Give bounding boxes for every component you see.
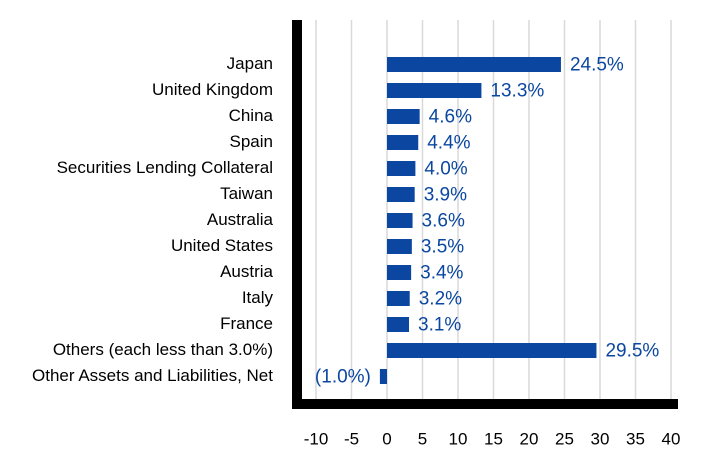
y-axis-line (292, 20, 302, 409)
data-label: 4.4% (427, 133, 470, 154)
data-label: 24.5% (570, 55, 624, 76)
data-label: 3.5% (421, 237, 464, 258)
category-label: Spain (230, 132, 273, 151)
data-label: 29.5% (605, 341, 659, 362)
x-tick-label: -5 (344, 429, 359, 448)
category-label: Other Assets and Liabilities, Net (32, 366, 273, 385)
x-axis-line (292, 399, 678, 409)
x-tick-label: 30 (591, 429, 610, 448)
data-labels: 24.5% 13.3% 4.6% 4.4% 4.0% 3.9% 3.6% 3.5% 3.4% 3.… (315, 55, 659, 388)
category-label: Australia (207, 210, 274, 229)
bar (379, 369, 387, 384)
data-label: 4.0% (424, 159, 467, 180)
bar (387, 109, 420, 124)
category-label: Securities Lending Collateral (57, 158, 273, 177)
bar (387, 291, 410, 306)
bar (387, 265, 412, 280)
data-label: 3.1% (418, 315, 461, 336)
data-label: 3.6% (422, 211, 465, 232)
category-label: France (220, 314, 273, 333)
bar (387, 57, 561, 72)
x-tick-label: 25 (555, 429, 574, 448)
category-label: United Kingdom (152, 80, 273, 99)
category-labels: Japan United Kingdom China Spain Securities … (32, 54, 274, 385)
data-label: 4.6% (429, 107, 472, 128)
bar (387, 239, 412, 254)
bar (387, 83, 482, 98)
x-tick-label: 15 (484, 429, 503, 448)
x-tick-label: 0 (382, 429, 391, 448)
data-label: 3.9% (424, 185, 467, 206)
x-tick-label: -10 (304, 429, 329, 448)
axes (292, 20, 678, 409)
x-tick-label: 40 (662, 429, 681, 448)
category-label: Italy (242, 288, 274, 307)
bar (387, 213, 413, 228)
x-tick-label: 5 (418, 429, 427, 448)
category-label: Taiwan (220, 184, 273, 203)
data-label: 3.2% (419, 289, 462, 310)
x-tick-labels: -10 -5 0 5 10 15 20 25 30 35 40 (304, 429, 681, 448)
bar (387, 135, 419, 150)
data-label: (1.0%) (315, 367, 371, 388)
bar (387, 343, 597, 358)
x-tick-label: 20 (520, 429, 539, 448)
data-label: 13.3% (490, 81, 544, 102)
x-tick-label: 10 (449, 429, 468, 448)
category-label: Austria (220, 262, 273, 281)
bar (387, 161, 416, 176)
bar (387, 187, 415, 202)
category-label: Japan (227, 54, 273, 73)
category-label: Others (each less than 3.0%) (53, 340, 273, 359)
bar (387, 317, 410, 332)
category-label: China (229, 106, 274, 125)
category-label: United States (171, 236, 273, 255)
data-label: 3.4% (420, 263, 463, 284)
x-tick-label: 35 (626, 429, 645, 448)
bars (379, 57, 597, 384)
